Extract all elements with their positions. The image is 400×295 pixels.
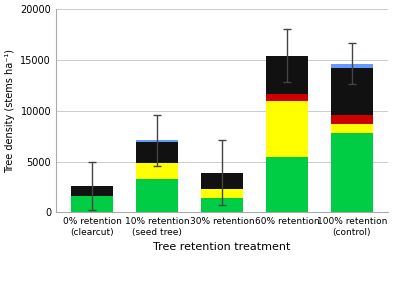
Bar <box>266 101 308 158</box>
Bar <box>331 133 373 212</box>
Bar <box>201 173 243 189</box>
Bar <box>136 179 178 212</box>
Bar <box>71 196 113 212</box>
Bar <box>136 142 178 163</box>
Bar <box>201 198 243 212</box>
Bar <box>201 189 243 198</box>
Bar <box>266 158 308 212</box>
Bar <box>266 56 308 94</box>
Bar <box>266 94 308 101</box>
Bar <box>331 124 373 133</box>
Bar <box>136 163 178 179</box>
X-axis label: Tree retention treatment: Tree retention treatment <box>153 242 291 252</box>
Bar <box>331 68 373 115</box>
Y-axis label: Tree density (stems ha⁻¹): Tree density (stems ha⁻¹) <box>5 49 15 173</box>
Bar <box>331 64 373 68</box>
Bar <box>136 140 178 142</box>
Legend: Douglas-fir, Western redcedar, Western hemlock, Grand fir, Broadleaves: Douglas-fir, Western redcedar, Western h… <box>60 294 384 295</box>
Bar <box>71 186 113 196</box>
Bar <box>331 115 373 124</box>
